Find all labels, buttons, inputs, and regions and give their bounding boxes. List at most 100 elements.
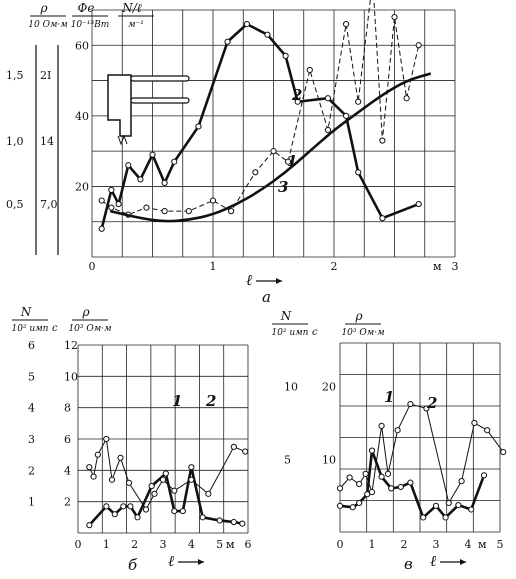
- y-tick-label: 2: [28, 464, 35, 477]
- x-tick-label: 6: [245, 538, 252, 551]
- probe-icon: [107, 74, 132, 137]
- data-point: [378, 422, 385, 429]
- x-tick-label: 5: [216, 538, 223, 551]
- x-tick-label: 3: [433, 538, 440, 551]
- x-axis-label: ℓ: [168, 552, 174, 570]
- y-axis-label-numerator: ρ: [39, 1, 47, 15]
- series-label-2: 2: [426, 394, 437, 412]
- y-tick-label: 5: [284, 453, 291, 466]
- panel-label: в: [404, 555, 413, 573]
- data-point: [336, 502, 344, 509]
- data-point: [252, 169, 259, 176]
- data-point: [306, 66, 313, 74]
- y-tick-label: 10: [322, 453, 336, 466]
- x-axis-label: ℓ: [246, 271, 252, 289]
- series-line-3: [109, 72, 432, 223]
- data-point: [394, 427, 401, 434]
- y-tick-label: 3: [28, 433, 35, 446]
- y-tick-label: 1: [28, 496, 35, 509]
- y-axis-label-denominator-unit: с: [52, 323, 58, 334]
- x-tick-label: 0: [89, 260, 96, 273]
- data-point: [458, 478, 465, 485]
- data-point: [346, 474, 353, 481]
- data-point: [384, 470, 392, 477]
- y-tick-label: 60: [75, 39, 89, 52]
- data-point: [282, 52, 289, 59]
- data-point: [86, 522, 93, 529]
- y-axis-label-denominator: 10³ Ом·м: [341, 328, 384, 338]
- y-tick-label: 1,0: [6, 135, 24, 148]
- data-point: [185, 208, 192, 215]
- data-point: [205, 490, 212, 497]
- y-tick-label: 14: [40, 135, 54, 148]
- data-point: [230, 443, 237, 450]
- data-point: [239, 520, 246, 527]
- data-point: [108, 476, 116, 483]
- data-point: [209, 197, 217, 204]
- probe-rod-lower: [130, 97, 190, 104]
- x-axis-arrowhead: [198, 559, 204, 565]
- data-point: [356, 480, 363, 488]
- data-point: [159, 476, 167, 483]
- data-point: [108, 186, 115, 194]
- series-label-2: 2: [205, 392, 216, 410]
- panel-label: а: [262, 288, 271, 306]
- x-tick-label: 2: [331, 260, 338, 273]
- data-point: [294, 98, 301, 105]
- data-point: [230, 518, 237, 526]
- y-tick-label: 6: [64, 433, 71, 446]
- data-point: [284, 158, 292, 165]
- data-point: [270, 148, 277, 155]
- y-tick-label: 5: [28, 370, 35, 383]
- data-point: [90, 473, 97, 480]
- data-point: [151, 490, 158, 497]
- x-unit-label: м: [433, 260, 442, 273]
- data-point: [379, 215, 386, 222]
- y-tick-label: 4: [64, 464, 71, 477]
- data-point: [103, 503, 110, 510]
- x-tick-label: 5: [497, 538, 504, 551]
- data-point: [149, 151, 156, 158]
- x-tick-label: 2: [401, 538, 408, 551]
- y-axis-label-denominator: 10² имп: [12, 324, 49, 334]
- data-point: [161, 179, 168, 186]
- x-tick-label: 4: [188, 538, 195, 551]
- y-tick-label: 20: [75, 180, 89, 193]
- y-tick-label: 0,5: [6, 198, 24, 211]
- y-tick-label: 1,5: [6, 69, 24, 82]
- data-point: [86, 464, 93, 471]
- data-point: [423, 405, 430, 412]
- data-point: [224, 38, 231, 45]
- x-unit-label: м: [478, 538, 487, 551]
- data-point: [442, 514, 449, 521]
- data-point: [379, 137, 386, 144]
- x-unit-label: м: [226, 538, 235, 551]
- y-tick-label: 10: [284, 381, 298, 394]
- data-point: [471, 419, 478, 427]
- y-tick-label: 8: [64, 402, 71, 415]
- data-point: [407, 479, 414, 486]
- data-point: [171, 158, 178, 165]
- y-axis-label-numerator: N: [280, 309, 292, 323]
- data-point: [356, 499, 363, 507]
- data-point: [343, 21, 350, 28]
- data-point: [120, 503, 127, 510]
- data-point: [480, 472, 488, 479]
- y-tick-label: 6: [28, 339, 35, 352]
- y-axis-label-denominator: 10³ Ом·м: [68, 324, 111, 334]
- data-point: [242, 448, 249, 455]
- data-point: [468, 506, 475, 513]
- y-axis-label-numerator: Φe: [78, 1, 95, 15]
- x-tick-label: 4: [465, 538, 472, 551]
- y-axis-label-numerator: ρ: [354, 309, 362, 323]
- data-point: [117, 454, 124, 461]
- data-point: [228, 208, 235, 215]
- series-label-1: 1: [172, 392, 182, 410]
- data-point: [355, 98, 362, 105]
- data-point: [445, 499, 452, 507]
- data-point: [484, 427, 491, 434]
- data-point: [127, 503, 134, 510]
- data-point: [137, 176, 144, 183]
- data-point: [455, 502, 462, 509]
